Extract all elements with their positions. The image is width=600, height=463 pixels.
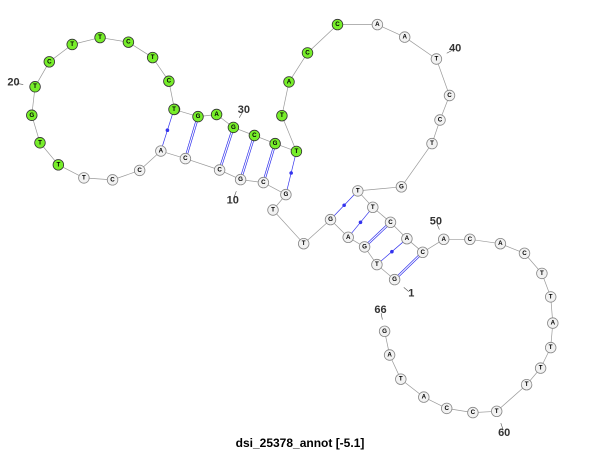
svg-text:C: C <box>126 39 131 46</box>
svg-text:A: A <box>498 240 503 247</box>
svg-text:T: T <box>539 365 543 372</box>
svg-text:A: A <box>287 78 292 85</box>
svg-text:C: C <box>335 21 340 28</box>
svg-text:C: C <box>388 219 393 226</box>
svg-text:T: T <box>38 139 42 146</box>
svg-text:A: A <box>402 34 407 41</box>
svg-text:T: T <box>495 408 499 415</box>
svg-text:T: T <box>549 293 553 300</box>
svg-text:G: G <box>392 276 397 283</box>
svg-text:A: A <box>405 235 410 242</box>
svg-text:G: G <box>196 113 201 120</box>
svg-text:T: T <box>430 140 434 147</box>
svg-text:30: 30 <box>238 104 250 116</box>
svg-text:20: 20 <box>7 77 19 89</box>
svg-text:T: T <box>399 376 403 383</box>
svg-text:T: T <box>549 344 553 351</box>
svg-text:A: A <box>159 148 164 155</box>
svg-text:A: A <box>375 21 380 28</box>
svg-text:G: G <box>273 140 278 147</box>
svg-text:C: C <box>444 405 449 412</box>
svg-text:50: 50 <box>430 216 442 228</box>
svg-text:C: C <box>438 117 443 124</box>
svg-text:T: T <box>295 148 299 155</box>
svg-text:T: T <box>271 207 275 214</box>
svg-text:T: T <box>371 204 375 211</box>
svg-text:dsi_25378_annot [-5.1]: dsi_25378_annot [-5.1] <box>236 436 365 450</box>
svg-text:C: C <box>217 167 222 174</box>
svg-text:C: C <box>183 155 188 162</box>
svg-text:T: T <box>302 240 306 247</box>
svg-text:C: C <box>167 78 172 85</box>
svg-text:C: C <box>447 92 452 99</box>
svg-text:T: T <box>70 41 74 48</box>
svg-text:G: G <box>231 124 236 131</box>
svg-text:G: G <box>283 191 288 198</box>
svg-text:A: A <box>422 394 427 401</box>
svg-text:G: G <box>362 243 367 250</box>
svg-text:T: T <box>280 112 284 119</box>
svg-text:G: G <box>238 176 243 183</box>
svg-text:1: 1 <box>408 288 414 300</box>
svg-text:T: T <box>82 174 86 181</box>
svg-text:T: T <box>525 381 529 388</box>
svg-text:A: A <box>214 111 219 118</box>
svg-text:T: T <box>375 261 379 268</box>
svg-text:T: T <box>540 270 544 277</box>
svg-text:A: A <box>387 352 392 359</box>
svg-text:T: T <box>98 34 102 41</box>
svg-text:A: A <box>441 236 446 243</box>
svg-text:T: T <box>356 187 360 194</box>
svg-text:A: A <box>346 234 351 241</box>
svg-text:C: C <box>110 176 115 183</box>
svg-text:G: G <box>399 183 404 190</box>
svg-text:T: T <box>56 161 60 168</box>
svg-text:C: C <box>137 167 142 174</box>
svg-text:C: C <box>252 132 257 139</box>
svg-text:40: 40 <box>449 43 461 55</box>
svg-text:C: C <box>261 179 266 186</box>
svg-text:C: C <box>522 250 527 257</box>
svg-text:C: C <box>305 49 310 56</box>
svg-text:G: G <box>382 328 387 335</box>
svg-text:C: C <box>420 249 425 256</box>
svg-text:G: G <box>328 216 333 223</box>
svg-text:G: G <box>29 112 34 119</box>
svg-text:C: C <box>468 236 473 243</box>
svg-text:T: T <box>151 54 155 61</box>
svg-text:A: A <box>551 320 556 327</box>
svg-text:T: T <box>33 83 37 90</box>
svg-text:C: C <box>47 58 52 65</box>
svg-text:10: 10 <box>227 195 239 207</box>
svg-text:T: T <box>435 56 439 63</box>
svg-text:T: T <box>172 106 176 113</box>
svg-text:66: 66 <box>374 304 386 316</box>
svg-text:60: 60 <box>498 427 510 439</box>
svg-text:C: C <box>471 409 476 416</box>
